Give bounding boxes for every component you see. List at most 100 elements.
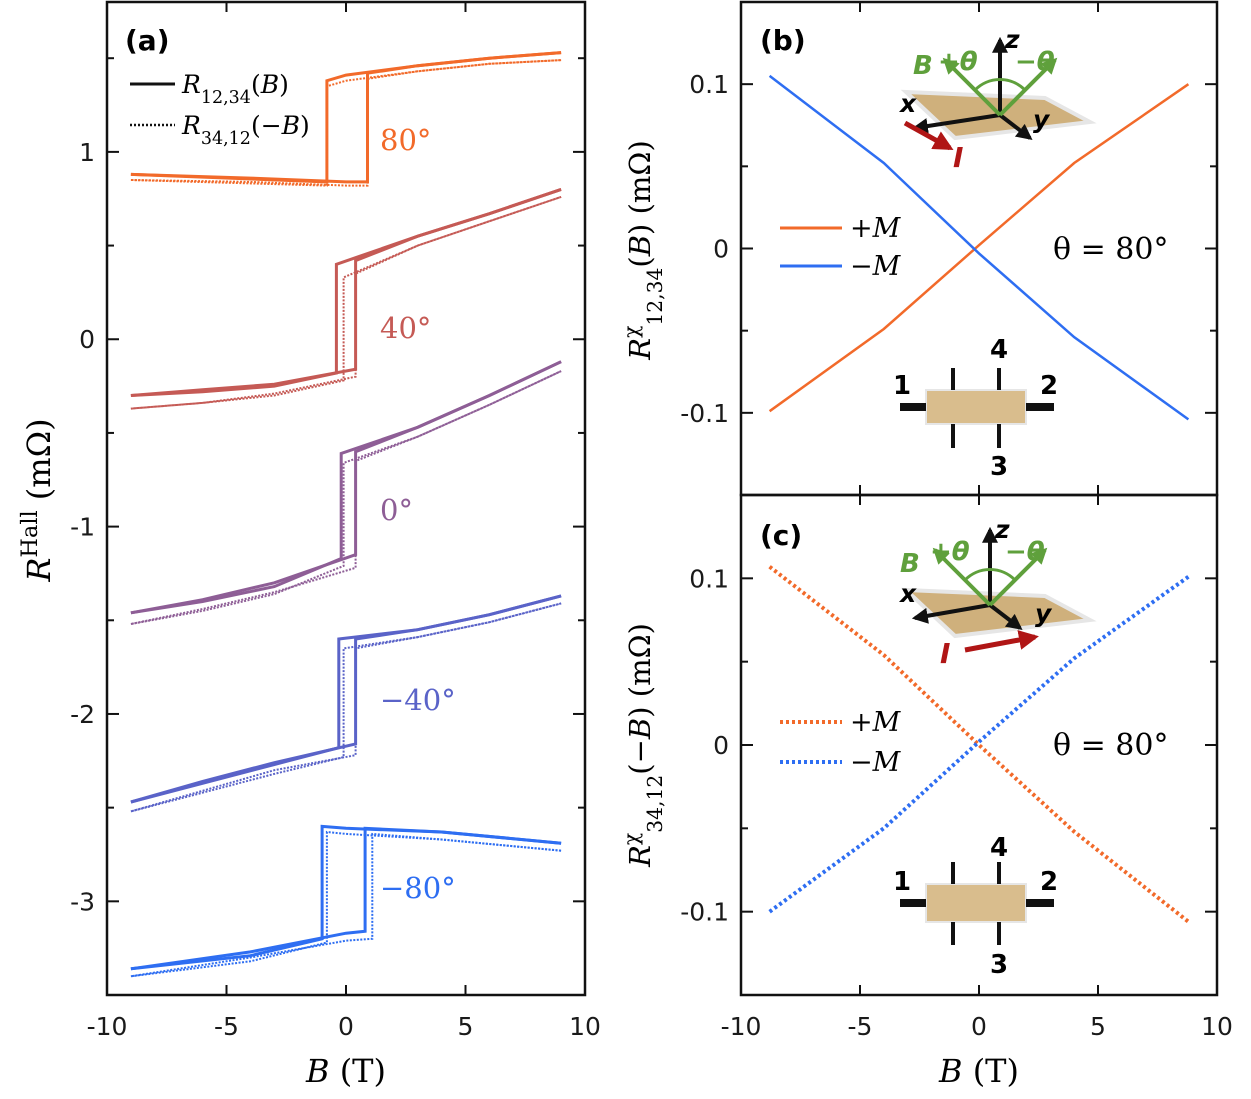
x-tick-label: -5 xyxy=(848,1012,873,1041)
panel-c-y-axis-label: Rχ34,12(−B) (mΩ) xyxy=(619,623,667,868)
z-axis-label: z xyxy=(1004,25,1020,54)
y-axis-arrow xyxy=(988,603,1023,630)
legend-minus-m-label: −M xyxy=(850,251,902,282)
current-label: I xyxy=(953,141,963,174)
y-tick-label: -1 xyxy=(70,513,95,542)
y-axis-label: y xyxy=(1033,105,1051,134)
minus-theta-label: −θ xyxy=(1005,537,1045,567)
contact-2-label: 2 xyxy=(1040,867,1058,897)
series-minus-m-line xyxy=(768,74,1190,421)
legend-dotted-label: R34,12(−B) xyxy=(181,111,310,149)
current-arrow xyxy=(903,120,954,151)
current-arrow xyxy=(964,630,1039,653)
panel-c-x-axis-label: B (T) xyxy=(938,1052,1019,1090)
panel-c-legend: +M −M xyxy=(780,707,902,778)
contact-2-label: 2 xyxy=(1040,371,1058,401)
b-field-arrow-right xyxy=(988,547,1048,607)
series-4-dotted-up-line xyxy=(130,830,562,978)
contact-3-label: 3 xyxy=(990,452,1008,482)
series-plus-m-line xyxy=(768,83,1190,413)
y-tick-label: -0.1 xyxy=(680,399,729,428)
legend-solid-label: R12,34(B) xyxy=(181,70,289,108)
series-3-solid-up-line xyxy=(130,594,562,804)
x-axis-label: x xyxy=(898,89,917,118)
series-4-solid-up-line xyxy=(130,824,562,971)
panel-c-contact-inset: 1 2 3 4 xyxy=(893,833,1058,980)
series-3-dotted-up-line xyxy=(130,602,562,813)
label-80deg: 80° xyxy=(380,123,431,157)
panel-b: 0.1 0 -0.1 (b) +M −M θ = 80° Rχ12,34(B) (m… xyxy=(619,0,1219,497)
series-2-solid-down-line xyxy=(130,360,562,615)
panel-a-y-axis-label: RHall (mΩ) xyxy=(17,418,58,582)
plus-theta-label: +θ xyxy=(930,537,970,567)
label-minus80deg: −80° xyxy=(380,871,456,905)
b-field-arrow-left xyxy=(932,547,992,607)
contact-4-label: 4 xyxy=(990,335,1008,365)
b-field-label: B xyxy=(913,51,933,81)
series-1-dotted-down-line xyxy=(130,195,562,410)
y-tick-label: -3 xyxy=(70,887,95,916)
minus-theta-label: −θ xyxy=(1015,47,1055,77)
x-tick-label: 5 xyxy=(458,1012,474,1041)
x-axis-arrow xyxy=(911,603,991,624)
y-tick-label: 1 xyxy=(79,138,95,167)
panel-c-geometry-inset: z x y B +θ −θ I xyxy=(898,515,1097,670)
x-axis-arrow xyxy=(911,113,1001,134)
series-plus-m-line xyxy=(768,565,1190,924)
series-minus-m-line xyxy=(768,575,1190,914)
series-3-solid-down-line xyxy=(130,594,562,804)
x-tick-label: -5 xyxy=(214,1012,239,1041)
series-2-solid-up-line xyxy=(130,360,562,615)
y-tick-label: -0.1 xyxy=(680,898,729,927)
panel-c-ticks: -10 -5 0 5 10 0.1 0 -0.1 xyxy=(680,495,1233,1041)
b-field-label: B xyxy=(900,549,920,579)
y-tick-label: 0 xyxy=(713,731,729,760)
label-minus40deg: −40° xyxy=(380,683,456,717)
series-1-solid-down-line xyxy=(130,187,562,397)
x-tick-label: 10 xyxy=(1201,1012,1233,1041)
panel-b-geometry-inset: z x y B +θ −θ I xyxy=(898,25,1097,174)
panel-b-lines xyxy=(768,74,1190,421)
panel-b-contact-inset: 1 2 3 4 xyxy=(893,335,1058,482)
hall-bar xyxy=(925,883,1027,923)
panel-b-ticks: 0.1 0 -0.1 xyxy=(680,2,1218,495)
contact-1-label: 1 xyxy=(893,371,911,401)
panel-a-label: (a) xyxy=(125,24,170,57)
series-3-dotted-down-line xyxy=(130,602,562,813)
x-tick-label: 0 xyxy=(338,1012,354,1041)
y-tick-label: 0 xyxy=(713,235,729,264)
panel-a-legend: R12,34(B) R34,12(−B) xyxy=(130,70,310,149)
panel-a-lines xyxy=(130,51,562,978)
panel-a-x-axis-label: B (T) xyxy=(305,1052,386,1090)
y-tick-label: 0 xyxy=(79,325,95,354)
contact-3-label: 3 xyxy=(990,950,1008,980)
label-0deg: 0° xyxy=(380,493,413,527)
series-4-solid-down-line xyxy=(130,826,562,971)
y-axis-arrow xyxy=(998,113,1033,140)
legend-plus-m-label: +M xyxy=(850,213,902,244)
y-axis-label: y xyxy=(1035,599,1053,628)
series-4-dotted-down-line xyxy=(130,832,562,978)
x-tick-label: 5 xyxy=(1090,1012,1106,1041)
panel-a-frame xyxy=(105,0,587,997)
z-axis-label: z xyxy=(994,515,1010,544)
b-field-arrow-left xyxy=(942,57,1002,117)
x-tick-label: -10 xyxy=(721,1012,762,1041)
b-field-arrow-right xyxy=(998,57,1058,117)
panel-c-lines xyxy=(768,565,1190,924)
series-1-solid-up-line xyxy=(130,187,562,397)
contact-4-label: 4 xyxy=(990,833,1008,863)
legend-plus-m-label: +M xyxy=(850,707,902,738)
series-2-dotted-up-line xyxy=(130,370,562,625)
series-1-dotted-up-line xyxy=(130,195,562,410)
contact-1-label: 1 xyxy=(893,867,911,897)
panel-b-label: (b) xyxy=(760,24,806,57)
panel-b-y-axis-label: Rχ12,34(B) (mΩ) xyxy=(619,140,667,361)
x-axis-label: x xyxy=(898,579,917,608)
legend-minus-m-label: −M xyxy=(850,747,902,778)
x-tick-label: -10 xyxy=(87,1012,128,1041)
y-tick-label: 0.1 xyxy=(689,564,729,593)
